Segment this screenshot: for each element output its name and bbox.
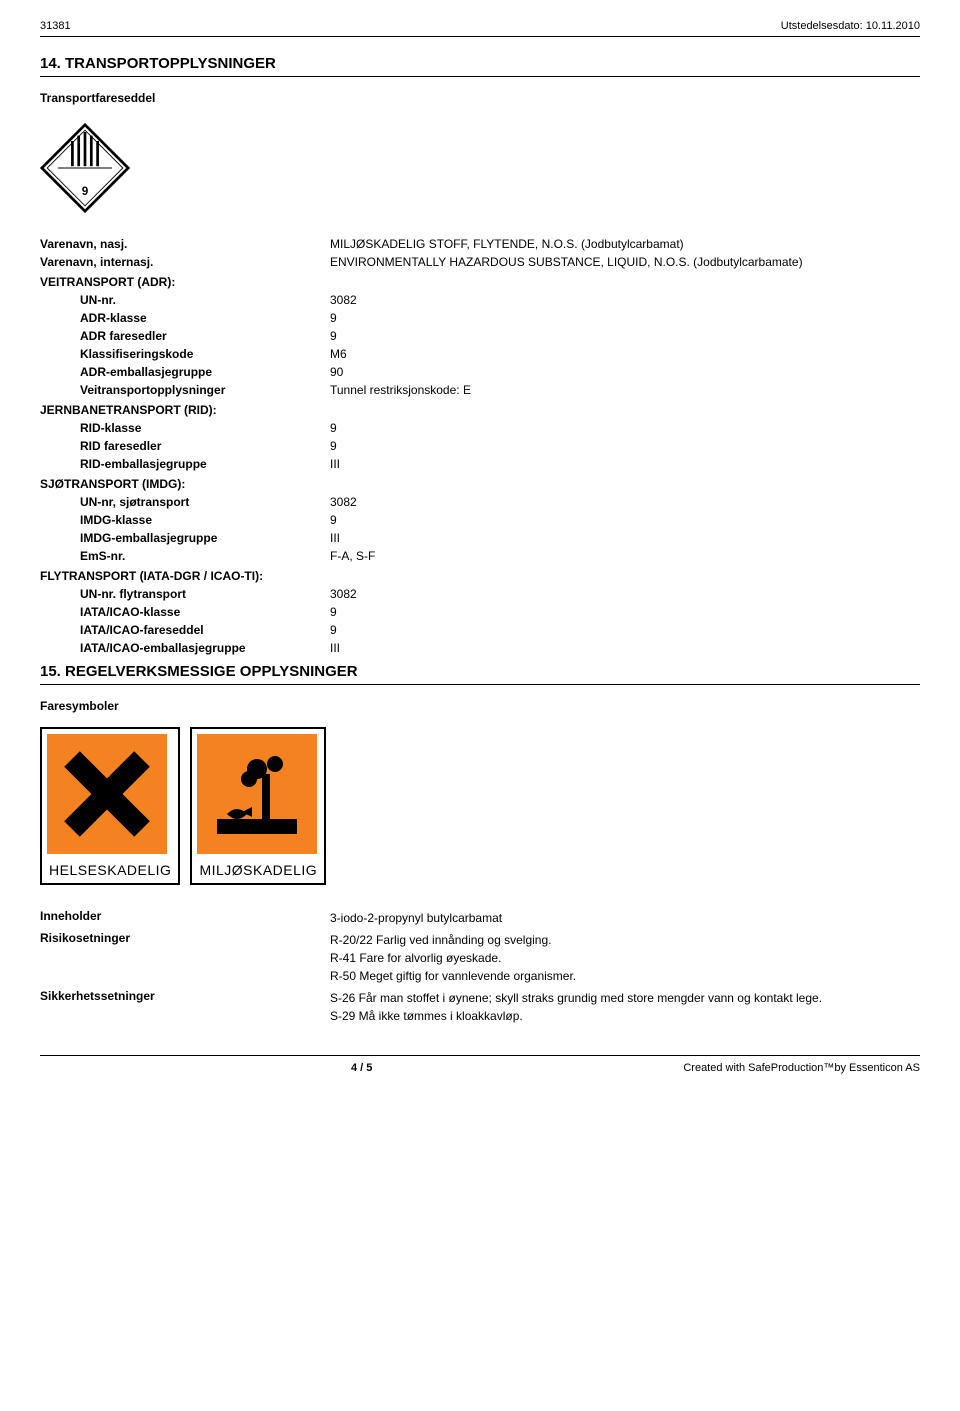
kv-row: UN-nr, sjøtransport3082 xyxy=(40,495,920,509)
kv-row: EmS-nr.F-A, S-F xyxy=(40,549,920,563)
kv-row: IATA/ICAO-fareseddel9 xyxy=(40,623,920,637)
hazard-symbols-row: HELSESKADELIG MILJØSKADELIG xyxy=(40,727,920,885)
kv-key: Veitransportopplysninger xyxy=(40,383,330,397)
kv-value: 9 xyxy=(330,329,920,343)
kv-key: RID-klasse xyxy=(40,421,330,435)
kv-row: UN-nr.3082 xyxy=(40,293,920,307)
kv-value: 9 xyxy=(330,623,920,637)
section14-top-rows: Varenavn, nasj.MILJØSKADELIG STOFF, FLYT… xyxy=(40,237,920,269)
kv-key: Risikosetninger xyxy=(40,931,330,985)
section15-subtitle: Faresymboler xyxy=(40,699,920,713)
kv-key: IMDG-klasse xyxy=(40,513,330,527)
hazard-symbol-label: HELSESKADELIG xyxy=(47,858,173,878)
kv-value: 9 xyxy=(330,439,920,453)
kv-key: ADR-klasse xyxy=(40,311,330,325)
kv-row: RID-emballasjegruppeIII xyxy=(40,457,920,471)
kv-value: III xyxy=(330,641,920,655)
kv-row: RID faresedler9 xyxy=(40,439,920,453)
kv-row: IMDG-emballasjegruppeIII xyxy=(40,531,920,545)
kv-value: F-A, S-F xyxy=(330,549,920,563)
group-heading: JERNBANETRANSPORT (RID): xyxy=(40,403,920,417)
kv-row: Varenavn, internasj.ENVIRONMENTALLY HAZA… xyxy=(40,255,920,269)
kv-key: Sikkerhetssetninger xyxy=(40,989,330,1025)
kv-row: IMDG-klasse9 xyxy=(40,513,920,527)
kv-key: RID-emballasjegruppe xyxy=(40,457,330,471)
kv-row: ADR-klasse9 xyxy=(40,311,920,325)
kv-row: IATA/ICAO-klasse9 xyxy=(40,605,920,619)
kv-key: RID faresedler xyxy=(40,439,330,453)
kv-value: Tunnel restriksjonskode: E xyxy=(330,383,920,397)
section15-title: 15. REGELVERKSMESSIGE OPPLYSNINGER xyxy=(40,663,920,680)
x-cross-icon xyxy=(47,734,167,854)
kv-row: UN-nr. flytransport3082 xyxy=(40,587,920,601)
kv-row: ADR faresedler9 xyxy=(40,329,920,343)
kv-key: ADR faresedler xyxy=(40,329,330,343)
kv-row: ADR-emballasjegruppe90 xyxy=(40,365,920,379)
tree-fish-icon xyxy=(197,734,317,854)
section15-rows: Inneholder3-iodo-2-propynyl butylcarbama… xyxy=(40,909,920,1025)
kv-value: 3082 xyxy=(330,293,920,307)
kv-key: IATA/ICAO-emballasjegruppe xyxy=(40,641,330,655)
kv-value: 9 xyxy=(330,605,920,619)
kv-key: IATA/ICAO-fareseddel xyxy=(40,623,330,637)
kv-value: 3-iodo-2-propynyl butylcarbamat xyxy=(330,909,920,927)
kv-key: UN-nr. xyxy=(40,293,330,307)
header-divider xyxy=(40,36,920,37)
kv-value: 9 xyxy=(330,311,920,325)
section15-divider xyxy=(40,684,920,685)
kv-row: Varenavn, nasj.MILJØSKADELIG STOFF, FLYT… xyxy=(40,237,920,251)
kv-value: S-26 Får man stoffet i øynene; skyll str… xyxy=(330,989,920,1025)
kv-row: IATA/ICAO-emballasjegruppeIII xyxy=(40,641,920,655)
kv-row: RisikosetningerR-20/22 Farlig ved innånd… xyxy=(40,931,920,985)
kv-value: 3082 xyxy=(330,495,920,509)
kv-value: M6 xyxy=(330,347,920,361)
kv-key: UN-nr, sjøtransport xyxy=(40,495,330,509)
kv-row: RID-klasse9 xyxy=(40,421,920,435)
kv-row: KlassifiseringskodeM6 xyxy=(40,347,920,361)
kv-value: MILJØSKADELIG STOFF, FLYTENDE, N.O.S. (J… xyxy=(330,237,920,251)
kv-key: UN-nr. flytransport xyxy=(40,587,330,601)
hazard-symbol-label: MILJØSKADELIG xyxy=(197,858,319,878)
section14-title: 14. TRANSPORTOPPLYSNINGER xyxy=(40,55,920,72)
page-header: 31381 Utstedelsesdato: 10.11.2010 xyxy=(40,20,920,32)
kv-row: SikkerhetssetningerS-26 Får man stoffet … xyxy=(40,989,920,1025)
group-heading: VEITRANSPORT (ADR): xyxy=(40,275,920,289)
group-heading: SJØTRANSPORT (IMDG): xyxy=(40,477,920,491)
kv-value: III xyxy=(330,457,920,471)
kv-key: ADR-emballasjegruppe xyxy=(40,365,330,379)
kv-value: ENVIRONMENTALLY HAZARDOUS SUBSTANCE, LIQ… xyxy=(330,255,920,269)
page-number: 4 / 5 xyxy=(351,1062,372,1074)
section14-subtitle: Transportfareseddel xyxy=(40,91,920,105)
group-heading: FLYTRANSPORT (IATA-DGR / ICAO-TI): xyxy=(40,569,920,583)
kv-key: EmS-nr. xyxy=(40,549,330,563)
kv-value: 9 xyxy=(330,421,920,435)
kv-key: Inneholder xyxy=(40,909,330,927)
header-left: 31381 xyxy=(40,20,71,32)
hazard-symbol-box: HELSESKADELIG xyxy=(40,727,180,885)
kv-key: Varenavn, nasj. xyxy=(40,237,330,251)
kv-key: Klassifiseringskode xyxy=(40,347,330,361)
page-footer: 4 / 5 Created with SafeProduction™by Ess… xyxy=(40,1055,920,1074)
kv-row: VeitransportopplysningerTunnel restriksj… xyxy=(40,383,920,397)
kv-key: IMDG-emballasjegruppe xyxy=(40,531,330,545)
kv-value: 90 xyxy=(330,365,920,379)
header-right: Utstedelsesdato: 10.11.2010 xyxy=(781,20,920,32)
section14-groups: VEITRANSPORT (ADR):UN-nr.3082ADR-klasse9… xyxy=(40,275,920,655)
diamond-number: 9 xyxy=(82,185,89,198)
section14-divider xyxy=(40,76,920,77)
footer-credit: Created with SafeProduction™by Essentico… xyxy=(683,1062,920,1074)
kv-value: R-20/22 Farlig ved innånding og svelging… xyxy=(330,931,920,985)
kv-key: Varenavn, internasj. xyxy=(40,255,330,269)
hazard-symbol-box: MILJØSKADELIG xyxy=(190,727,326,885)
kv-value: III xyxy=(330,531,920,545)
kv-value: 3082 xyxy=(330,587,920,601)
kv-value: 9 xyxy=(330,513,920,527)
hazard-diamond-icon: 9 xyxy=(40,123,130,213)
kv-row: Inneholder3-iodo-2-propynyl butylcarbama… xyxy=(40,909,920,927)
kv-key: IATA/ICAO-klasse xyxy=(40,605,330,619)
